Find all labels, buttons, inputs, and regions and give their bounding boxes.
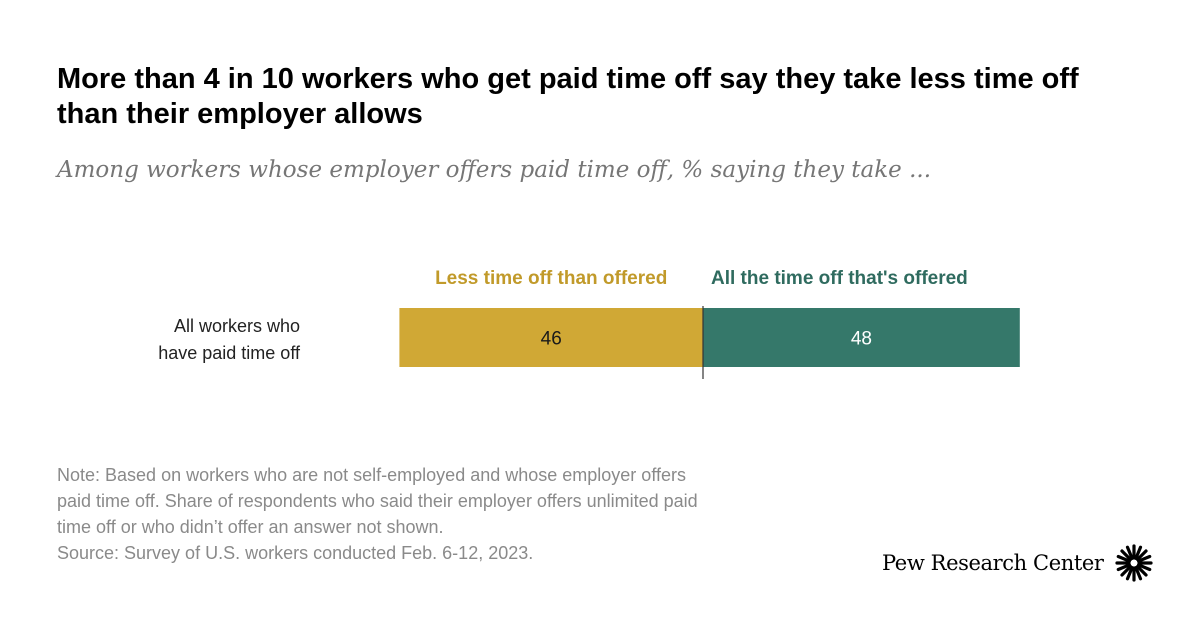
bar-all-time-off: [703, 308, 1020, 367]
chart-title: More than 4 in 10 workers who get paid t…: [57, 63, 1079, 130]
brand-name: Pew Research Center: [882, 551, 1104, 575]
note-line-1: Note: Based on workers who are not self-…: [57, 465, 686, 485]
chart-subtitle: Among workers whose employer offers paid…: [57, 157, 932, 183]
sunburst-ray: [1116, 554, 1131, 563]
category-label-line-2: have paid time off: [158, 343, 301, 363]
data-label-less-time-off: 46: [541, 329, 562, 350]
sunburst-ray: [1133, 545, 1142, 560]
pew-sunburst-icon: [1114, 544, 1153, 582]
series-label-less-time-off: Less time off than offered: [435, 268, 667, 289]
bar-less-time-off: [399, 308, 703, 367]
category-label-line-1: All workers who: [174, 316, 300, 336]
sunburst-ray: [1136, 554, 1151, 563]
sunburst-ray: [1125, 545, 1134, 560]
source-line: Source: Survey of U.S. workers conducted…: [57, 543, 534, 563]
brand-logo: Pew Research Center: [882, 543, 1154, 583]
sunburst-ray: [1135, 549, 1148, 562]
chart-notes: Note: Based on workers who are not self-…: [57, 462, 857, 566]
note-line-2: paid time off. Share of respondents who …: [57, 491, 698, 511]
note-line-3: time off or who didn’t offer an answer n…: [57, 517, 444, 537]
sunburst-ray: [1125, 566, 1134, 581]
sunburst-ray: [1119, 549, 1132, 562]
sunburst-ray: [1133, 566, 1142, 581]
sunburst-ray: [1119, 564, 1132, 577]
data-label-all-time-off: 48: [851, 329, 872, 350]
series-label-all-time-off: All the time off that's offered: [711, 268, 968, 289]
sunburst-ray: [1136, 563, 1151, 572]
sunburst-ray: [1135, 564, 1148, 577]
sunburst-ray: [1116, 563, 1131, 572]
